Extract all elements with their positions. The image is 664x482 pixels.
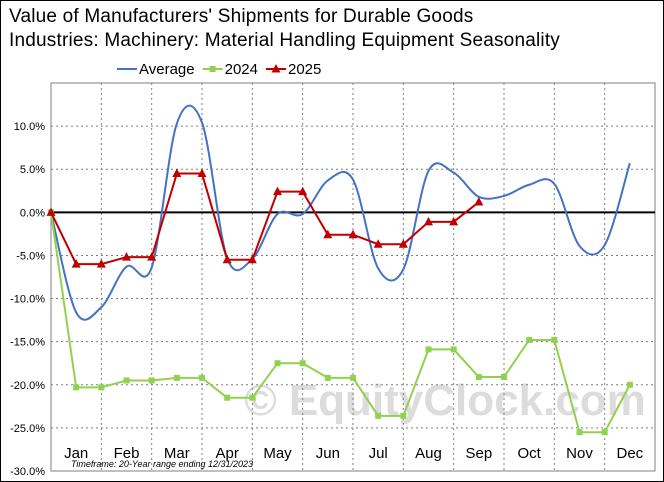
series-line-2025 — [50, 172, 480, 266]
point-2024 — [526, 336, 533, 343]
legend-label-2025: 2025 — [288, 61, 321, 78]
point-2024 — [148, 377, 155, 384]
point-2024 — [324, 374, 331, 381]
point-2024 — [98, 384, 105, 391]
point-2024 — [224, 394, 231, 401]
point-2025 — [424, 216, 433, 226]
x-tick-label: Mar — [164, 445, 190, 462]
y-tick-label: 10.0% — [14, 121, 45, 133]
x-tick-label: Jun — [316, 445, 340, 462]
point-2025 — [247, 254, 257, 264]
x-tick-label: Jan — [64, 445, 88, 462]
point-2024 — [199, 374, 205, 381]
series-line-2024 — [50, 212, 631, 434]
point-2025 — [373, 239, 383, 248]
point-2025 — [474, 196, 484, 206]
point-2025 — [323, 229, 333, 239]
x-tick-label: Apr — [215, 445, 238, 462]
y-tick-label: -25.0% — [10, 423, 45, 435]
point-2024 — [425, 346, 432, 353]
y-tick-label: 5.0% — [20, 164, 45, 176]
point-2024 — [400, 412, 407, 419]
point-2024 — [123, 377, 130, 384]
point-2025 — [71, 259, 81, 268]
point-2024 — [551, 336, 558, 343]
legend-label-average: Average — [139, 61, 195, 78]
point-2024 — [601, 429, 608, 436]
point-2025 — [348, 229, 358, 239]
x-tick-label: May — [263, 445, 292, 462]
series-line-average — [50, 104, 631, 321]
point-2024 — [450, 346, 457, 353]
point-2025 — [147, 252, 157, 261]
point-2025 — [46, 207, 56, 216]
point-2025 — [172, 168, 182, 178]
legend-label-2024: 2024 — [225, 61, 258, 78]
point-2025 — [122, 252, 131, 261]
point-2025 — [197, 168, 207, 178]
point-2025 — [449, 216, 459, 226]
point-2025 — [222, 254, 232, 264]
x-tick-label: Jul — [369, 445, 388, 462]
point-2025 — [298, 186, 308, 196]
chart-title: Value of Manufacturers' Shipments for Du… — [9, 6, 561, 51]
x-tick-label: Sep — [465, 445, 492, 462]
legend-marker-2024 — [209, 66, 216, 72]
y-tick-label: -30.0% — [10, 466, 45, 478]
point-2024 — [501, 374, 507, 381]
point-2024 — [299, 360, 306, 367]
point-2024 — [375, 412, 382, 419]
point-2024 — [73, 384, 80, 391]
x-tick-label: Nov — [566, 445, 593, 462]
point-2024 — [626, 381, 633, 388]
x-tick-label: Oct — [517, 445, 541, 462]
watermark-text: © EquityClock.com — [244, 376, 646, 425]
legend-marker-2025 — [271, 64, 281, 73]
y-tick-label: -5.0% — [16, 250, 45, 262]
point-2025 — [96, 259, 106, 268]
x-tick-label: Dec — [616, 445, 643, 462]
y-tick-label: -15.0% — [10, 337, 45, 349]
y-tick-label: 0.0% — [20, 207, 45, 219]
plot-border — [50, 82, 656, 472]
point-2025 — [398, 239, 408, 248]
point-2024 — [475, 374, 482, 381]
y-tick-label: -20.0% — [10, 380, 45, 392]
point-2024 — [274, 360, 281, 367]
point-2024 — [350, 374, 356, 381]
footnote: Timeframe: 20-Year range ending 12/31/20… — [71, 459, 253, 469]
point-2025 — [273, 186, 282, 196]
point-2024 — [249, 394, 256, 401]
point-2024 — [576, 429, 583, 436]
point-2024 — [173, 374, 180, 381]
y-tick-label: -10.0% — [10, 294, 45, 306]
x-tick-label: Feb — [114, 445, 140, 462]
x-tick-label: Aug — [415, 445, 442, 462]
